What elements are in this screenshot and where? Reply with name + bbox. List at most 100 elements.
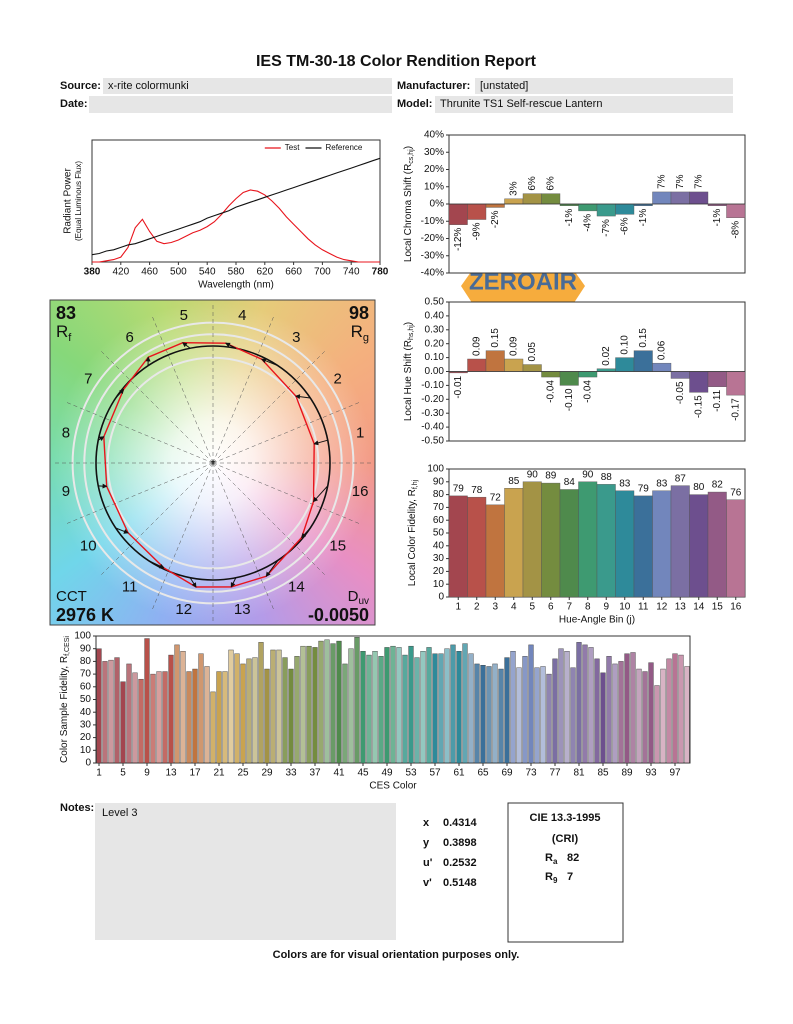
x-tick-label: 65	[477, 768, 489, 779]
field-label: Source:	[60, 80, 101, 92]
subscript: uv	[358, 596, 369, 607]
bar	[294, 656, 300, 764]
bar	[624, 653, 630, 764]
value-label: -0.04	[545, 380, 556, 403]
symbol: R	[351, 322, 363, 341]
value-label: 79	[453, 484, 465, 495]
bar	[366, 654, 372, 764]
label-text: Local Hue Shift (R	[403, 340, 414, 421]
bar	[596, 203, 616, 217]
value-label: -12%	[453, 228, 464, 251]
field-label: Model:	[397, 98, 432, 110]
y-tick-label: 90	[80, 643, 92, 654]
bar	[448, 203, 468, 225]
x-tick-label: 14	[693, 602, 705, 613]
value-label: 7%	[656, 174, 667, 189]
bar	[312, 647, 318, 764]
coord-value: 0.2532	[443, 857, 477, 869]
y-tick-label: -0.20	[421, 394, 444, 405]
bar	[528, 644, 534, 764]
bar	[384, 647, 390, 764]
bar	[402, 654, 408, 764]
bar	[615, 490, 635, 598]
bin-boundary	[212, 349, 327, 464]
x-tick-label: 6	[548, 602, 554, 613]
vector-frame	[49, 299, 376, 626]
coord-label: u'	[423, 857, 433, 869]
bar	[588, 647, 594, 764]
bar	[467, 203, 487, 220]
bar	[504, 488, 524, 598]
x-tick-label: 49	[381, 768, 393, 779]
value-label: 0.09	[471, 336, 482, 356]
bar	[654, 685, 660, 764]
bar	[636, 668, 642, 764]
value-label: 7%	[675, 174, 686, 189]
x-tick-label: 29	[261, 768, 273, 779]
subscript: g	[363, 332, 369, 344]
label-subscript: cs,hj	[408, 149, 415, 164]
bar	[522, 193, 542, 205]
y-tick-label: 20	[433, 566, 445, 577]
shift-arrow	[189, 577, 197, 588]
x-tick-label: 12	[656, 602, 668, 613]
bar	[264, 668, 270, 764]
x-axis-label: Wavelength (nm)	[198, 280, 274, 291]
y-tick-label: 10%	[424, 181, 444, 192]
value-label: 0.15	[490, 328, 501, 348]
symbol: R	[545, 852, 553, 864]
coord-value: 0.5148	[443, 877, 477, 889]
subscript: a	[553, 857, 558, 866]
bar	[612, 663, 618, 764]
value-label: 87	[675, 473, 687, 484]
x-tick-label: 9	[144, 768, 150, 779]
value-label: 0.06	[656, 340, 667, 360]
r9-value: 7	[567, 871, 573, 883]
subscript: 9	[553, 876, 558, 885]
bar	[652, 490, 672, 598]
y-tick-label: 0.00	[425, 366, 445, 377]
bar	[198, 653, 204, 764]
bar	[726, 203, 746, 219]
shift-arrow	[182, 342, 191, 349]
bar	[689, 371, 709, 393]
bar	[558, 648, 564, 764]
bar	[114, 657, 120, 764]
y-tick-label: 70	[433, 502, 445, 513]
bar	[330, 643, 336, 764]
y-tick-label: 60	[80, 681, 92, 692]
bin-boundary	[151, 462, 214, 611]
bar	[126, 663, 132, 764]
legend-label: Test	[285, 143, 300, 152]
y-tick-label: 40%	[424, 130, 444, 141]
bar	[689, 191, 709, 205]
x-tick-label: 10	[619, 602, 631, 613]
value-label: -0.01	[453, 375, 464, 398]
x-tick-label: 500	[170, 267, 187, 278]
cie-subtitle: (CRI)	[552, 833, 579, 845]
label-suffix: )	[403, 322, 414, 325]
bar	[156, 671, 162, 764]
x-tick-label: 69	[501, 768, 513, 779]
bar	[578, 203, 598, 212]
bar	[306, 645, 312, 764]
bar	[378, 656, 384, 764]
y-tick-label: -20%	[421, 233, 444, 244]
bar	[300, 645, 306, 764]
watermark-badge	[461, 262, 585, 312]
field-box	[475, 78, 733, 94]
value-label: -0.10	[564, 388, 575, 411]
x-tick-label: 420	[112, 267, 129, 278]
value-label: 89	[545, 471, 557, 482]
bar	[336, 640, 342, 764]
x-tick-label: 660	[285, 267, 302, 278]
symbol: D	[348, 588, 359, 605]
bar	[559, 489, 579, 598]
field-box	[103, 78, 392, 94]
value-label: -1%	[564, 209, 575, 227]
y-tick-label: 0.30	[425, 324, 445, 335]
bar	[348, 648, 354, 764]
cct-value: 2976 K	[56, 605, 114, 625]
value-label: 79	[638, 484, 650, 495]
